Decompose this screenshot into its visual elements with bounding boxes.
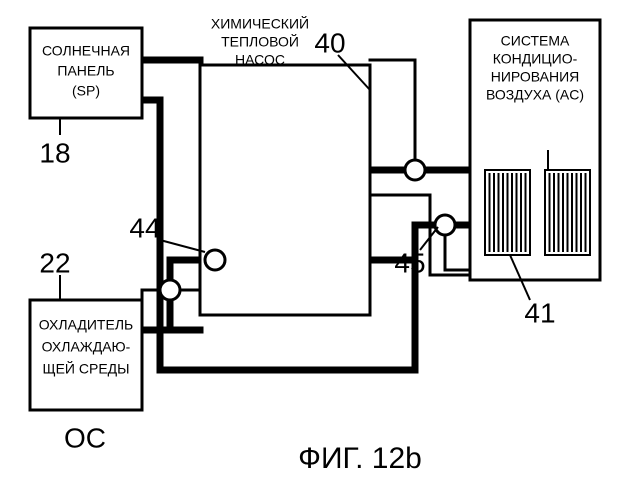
ac-system-label: НИРОВАНИЯ — [491, 69, 580, 85]
node-n44 — [205, 250, 225, 270]
label-n41: 41 — [524, 297, 555, 328]
ac-system-label: СИСТЕМА — [501, 33, 570, 49]
node-n44b — [160, 280, 180, 300]
node-n40r — [405, 160, 425, 180]
heat-pump-box — [200, 65, 370, 315]
cooler-label: ЩЕЙ СРЕДЫ — [42, 360, 129, 377]
pump-title: ТЕПЛОВОЙ — [221, 33, 299, 50]
solar-panel-label: ПАНЕЛЬ — [57, 63, 114, 79]
label-n40: 40 — [314, 27, 345, 58]
label-oc: OC — [64, 422, 106, 453]
solar-panel-label: (SP) — [72, 83, 100, 99]
ac-system-label: КОНДИЦИО- — [493, 51, 578, 67]
figure-caption: ФИГ. 12b — [298, 442, 422, 475]
solar-panel-label: СОЛНЕЧНАЯ — [42, 43, 130, 59]
label-n44: 44 — [129, 212, 160, 243]
label-n45: 45 — [394, 247, 425, 278]
cooler-label: ОХЛАДИТЕЛЬ — [39, 317, 133, 333]
pump-title: ХИМИЧЕСКИЙ — [211, 15, 309, 32]
label-n18: 18 — [39, 137, 70, 168]
node-n45 — [435, 215, 455, 235]
label-n22: 22 — [39, 247, 70, 278]
cooler-label: ОХЛАЖДАЮ- — [42, 339, 131, 355]
ac-system-label: ВОЗДУХА (AC) — [486, 87, 584, 103]
